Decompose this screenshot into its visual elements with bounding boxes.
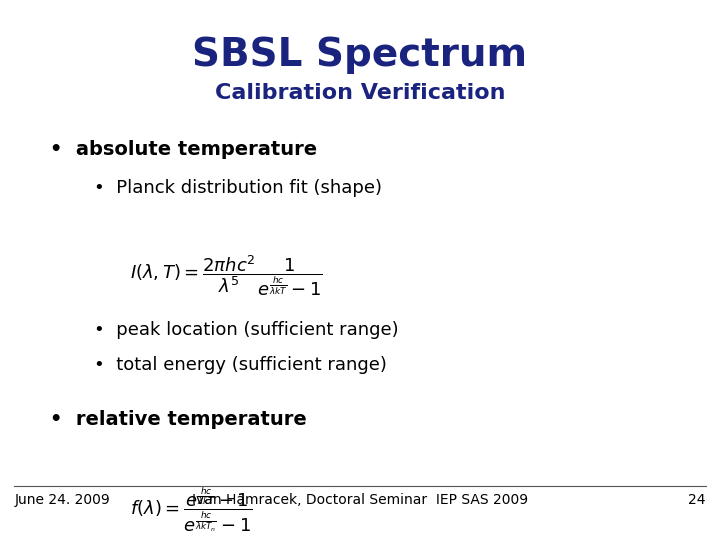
Text: $I(\lambda,T) = \dfrac{2\pi hc^2}{\lambda^5} \dfrac{1}{e^{\frac{hc}{\lambda kT}}: $I(\lambda,T) = \dfrac{2\pi hc^2}{\lambd… <box>130 254 323 299</box>
Text: SBSL Spectrum: SBSL Spectrum <box>192 36 528 74</box>
Text: Ivan Hamracek, Doctoral Seminar  IEP SAS 2009: Ivan Hamracek, Doctoral Seminar IEP SAS … <box>192 492 528 507</box>
Text: •  total energy (sufficient range): • total energy (sufficient range) <box>94 356 387 374</box>
Text: June 24. 2009: June 24. 2009 <box>14 492 110 507</box>
Text: •  Planck distribution fit (shape): • Planck distribution fit (shape) <box>94 179 382 197</box>
Text: •  peak location (sufficient range): • peak location (sufficient range) <box>94 321 398 339</box>
Text: •  absolute temperature: • absolute temperature <box>50 140 318 159</box>
Text: Calibration Verification: Calibration Verification <box>215 83 505 103</box>
Text: $f(\lambda) = \dfrac{e^{\frac{hc}{\lambda kT}}-1}{e^{\frac{hc}{\lambda kT_n}}-1}: $f(\lambda) = \dfrac{e^{\frac{hc}{\lambd… <box>130 485 252 534</box>
Text: 24: 24 <box>688 492 706 507</box>
Text: •  relative temperature: • relative temperature <box>50 410 307 429</box>
